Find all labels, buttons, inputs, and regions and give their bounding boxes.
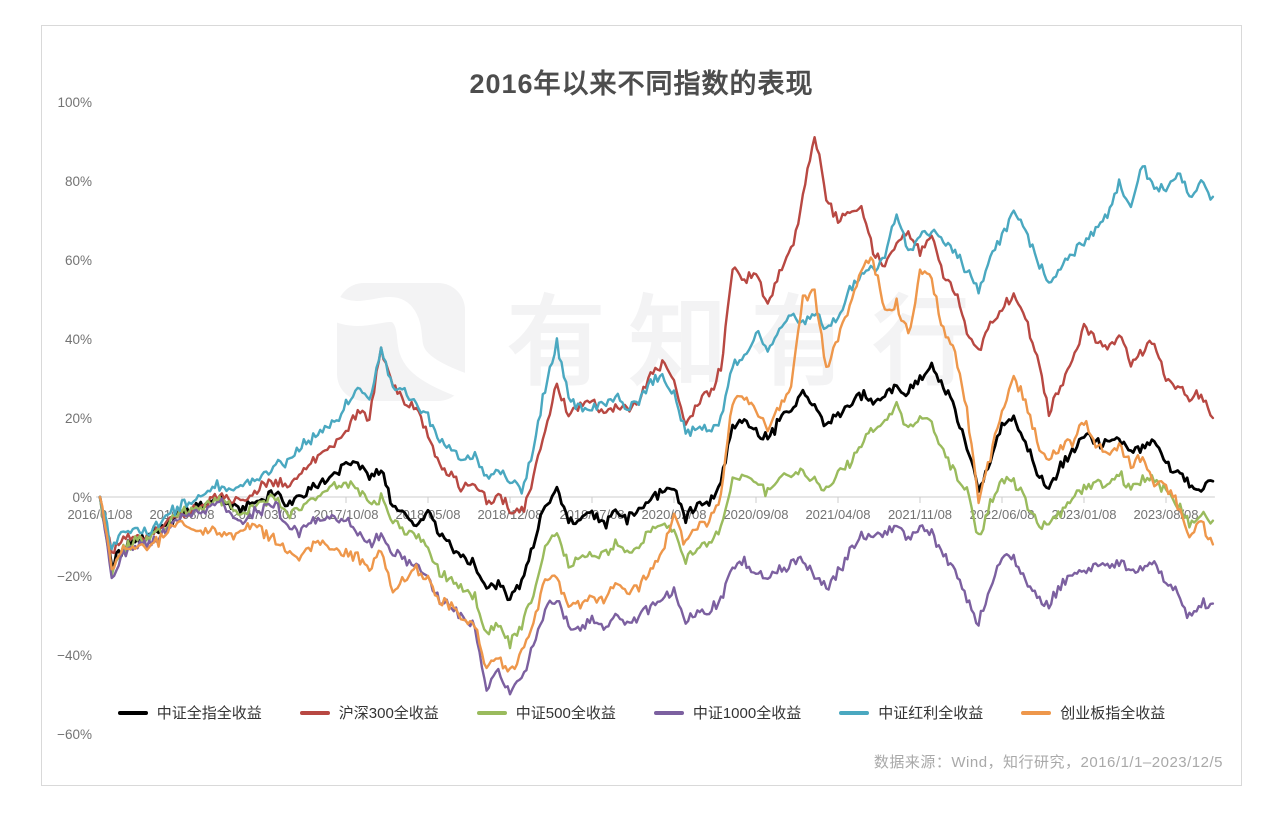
yzyx-logo-icon [337, 283, 465, 401]
legend-label: 中证500全收益 [515, 705, 616, 722]
legend-item: 中证500全收益 [476, 702, 616, 723]
legend-item: 中证红利全收益 [839, 702, 983, 723]
legend-item: 沪深300全收益 [299, 702, 439, 723]
legend-swatch [117, 710, 148, 715]
legend-swatch [653, 710, 684, 715]
data-source-note: 数据来源：Wind，知行研究，2016/1/1–2023/12/5 [873, 754, 1223, 771]
legend-item: 中证1000全收益 [653, 702, 802, 723]
legend-item: 创业板指全收益 [1021, 702, 1165, 723]
chart-legend: 中证全指全收益 沪深300全收益 中证500全收益 中证1000全收益 中证红利全收益 创… [42, 702, 1241, 723]
legend-label: 创业板指全收益 [1060, 705, 1166, 722]
watermark-text: 有知有行 [507, 287, 996, 397]
legend-label: 沪深300全收益 [338, 705, 439, 722]
legend-item: 中证全指全收益 [117, 702, 262, 723]
legend-label: 中证全指全收益 [156, 705, 262, 722]
watermark: 有知有行 [337, 283, 995, 401]
legend-label: 中证1000全收益 [692, 705, 802, 722]
chart-card: 有知有行 2016年以来不同指数的表现 中证全指全收益 沪深300全收益 中证500… [41, 25, 1242, 786]
legend-swatch [839, 710, 870, 715]
legend-swatch [299, 710, 330, 715]
legend-swatch [1021, 710, 1052, 715]
legend-label: 中证红利全收益 [878, 705, 984, 722]
legend-swatch [476, 710, 507, 715]
chart-title: 2016年以来不同指数的表现 [469, 69, 814, 99]
